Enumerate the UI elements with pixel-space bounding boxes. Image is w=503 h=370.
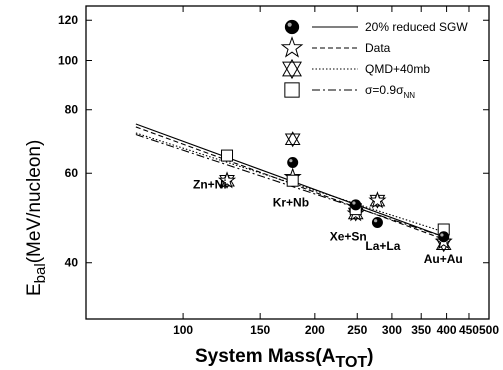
- x-tick-label: 400: [437, 323, 457, 337]
- system-label: Au+Au: [424, 252, 463, 266]
- circle-marker: [438, 231, 450, 243]
- circle-marker-highlight: [352, 201, 356, 205]
- y-tick-label: 100: [58, 53, 78, 67]
- star-marker: [368, 191, 387, 209]
- x-tick-label: 350: [411, 323, 431, 337]
- legend-label: σ=0.9σNN: [365, 83, 415, 100]
- circle-marker-highlight: [289, 159, 293, 163]
- triangle-marker-inverted: [284, 133, 301, 148]
- triangle-marker: [284, 131, 301, 145]
- system-label: La+La: [365, 239, 400, 253]
- circle-marker-highlight: [374, 219, 378, 223]
- y-tick-label: 60: [65, 166, 79, 180]
- triangle-marker: [282, 58, 302, 77]
- y-tick-label: 80: [65, 103, 79, 117]
- x-axis-label: System Mass(ATOT): [195, 346, 373, 370]
- system-label: Kr+Nb: [273, 195, 309, 209]
- triangle-marker-inverted: [282, 61, 302, 80]
- square-marker: [221, 149, 234, 162]
- legend: 20% reduced SGW Data QMD+40mb σ=0.9σNN: [280, 19, 468, 100]
- legend-label: QMD+40mb: [365, 62, 430, 76]
- system-label: Zn+Ni: [193, 178, 227, 192]
- legend-label: 20% reduced SGW: [365, 20, 468, 34]
- circle-marker: [371, 216, 383, 228]
- axis-ticks: 100 150 200 250 300 350 400 450 500 40 60 80 100 120: [58, 6, 499, 337]
- y-axis-label: Ebal(MeV/nucleon): [24, 140, 49, 296]
- plot-frame: [85, 5, 490, 320]
- circle-marker: [284, 19, 300, 35]
- y-tick-label: 40: [65, 256, 79, 270]
- x-tick-label: 150: [250, 323, 270, 337]
- x-tick-label: 100: [173, 323, 193, 337]
- star-marker: [280, 36, 304, 58]
- circle-marker-highlight: [287, 22, 292, 27]
- square-marker: [286, 174, 299, 187]
- square-marker: [284, 82, 300, 98]
- x-tick-label: 500: [479, 323, 499, 337]
- legend-label: Data: [365, 41, 391, 55]
- x-tick-label: 450: [459, 323, 479, 337]
- data-points: [217, 131, 453, 253]
- circle-marker: [287, 156, 299, 168]
- x-tick-label: 250: [347, 323, 367, 337]
- circle-marker: [350, 199, 362, 211]
- star-marker: [217, 171, 237, 189]
- circle-marker-highlight: [440, 233, 444, 237]
- system-label: Xe+Sn: [330, 229, 367, 243]
- y-tick-label: 120: [58, 13, 78, 27]
- x-tick-label: 200: [305, 323, 325, 337]
- x-tick-label: 300: [382, 323, 402, 337]
